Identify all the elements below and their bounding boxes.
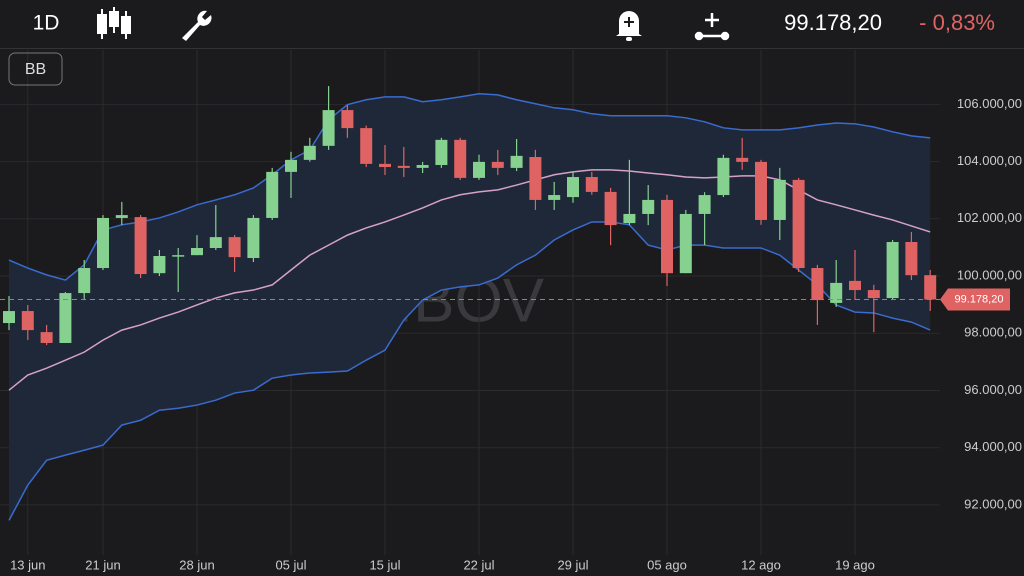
candle-body [623,213,636,224]
x-tick-label: 12 ago [741,557,781,572]
candle-body [642,199,655,214]
header-change: - 0,83% [919,10,995,35]
settings-icon[interactable] [182,10,212,41]
candle-body [397,165,410,168]
x-tick-label: 28 jun [179,557,214,572]
candle-body [679,213,692,274]
x-tick-label: 21 jun [85,557,120,572]
y-tick-label: 94.000,00 [964,439,1022,454]
interval-button[interactable]: 1D [33,12,60,35]
candle-body [191,247,203,256]
candle-body [604,191,617,226]
bb-button[interactable]: BB [25,61,46,78]
candle-body [867,290,880,299]
candle-body [811,268,824,301]
candle-body [717,157,730,196]
y-tick-label: 98.000,00 [964,325,1022,340]
alert-icon[interactable] [616,11,642,41]
y-tick-label: 106.000,00 [957,96,1022,111]
candle-body [830,282,843,303]
candle-body [134,217,147,275]
candle-body [585,177,598,192]
candle-body [59,293,72,343]
y-tick-label: 100.000,00 [957,267,1022,282]
candle-body [792,179,805,269]
candle-body [228,237,241,258]
candle-body [491,161,504,168]
candle-body [773,179,786,220]
candle-body [924,275,937,300]
x-tick-label: 13 jun [10,557,45,572]
candle-body [755,161,767,220]
candle-body [510,155,523,168]
band-line [8,169,931,391]
x-tick-label: 29 jul [557,557,588,572]
candle-body [247,217,260,259]
candle-body [473,161,485,178]
candle-body [209,237,222,248]
x-tick-label: 05 ago [647,557,687,572]
candle-body [379,163,391,168]
candle-body [266,171,279,218]
last-price-tag [940,288,1010,311]
x-tick-label: 15 jul [369,557,400,572]
last-price-label: 99.178,20 [955,293,1004,305]
candle-body [736,157,749,162]
candle-body [78,268,91,294]
candle-body [341,110,354,129]
candle-body [698,195,711,214]
candle-body [905,241,918,276]
candle-body [303,145,316,160]
candle-body [153,256,166,274]
header-price: 99.178,20 [784,10,882,35]
band-line [8,93,931,281]
drawing-icon[interactable] [694,13,730,41]
candle-body [661,199,673,274]
candle-body [529,157,542,200]
y-tick-label: 96.000,00 [964,382,1022,397]
candle-body [360,128,373,164]
candle-body [567,177,579,198]
candle-body [849,280,861,291]
x-tick-label: 19 ago [835,557,875,572]
bb-button-frame[interactable] [8,52,63,86]
candle-body [416,165,429,168]
y-tick-label: 104.000,00 [957,153,1022,168]
candle-body [3,311,15,324]
y-tick-label: 92.000,00 [964,496,1022,511]
y-tick-label: 102.000,00 [957,210,1022,225]
band-line [8,221,931,521]
candle-body [548,195,561,200]
candle-body [435,139,448,166]
candle-body [21,311,34,331]
candle-body [97,217,109,269]
candle-body [454,139,467,178]
candle-body [40,332,53,343]
x-tick-label: 05 jul [275,557,306,572]
candle-body [115,215,128,218]
candle-body [172,255,185,257]
candle-body [886,241,899,299]
toolbar [0,0,1024,48]
candles-icon[interactable] [97,7,131,39]
candle-body [322,110,335,146]
x-tick-label: 22 jul [463,557,494,572]
candle-body [285,159,297,172]
